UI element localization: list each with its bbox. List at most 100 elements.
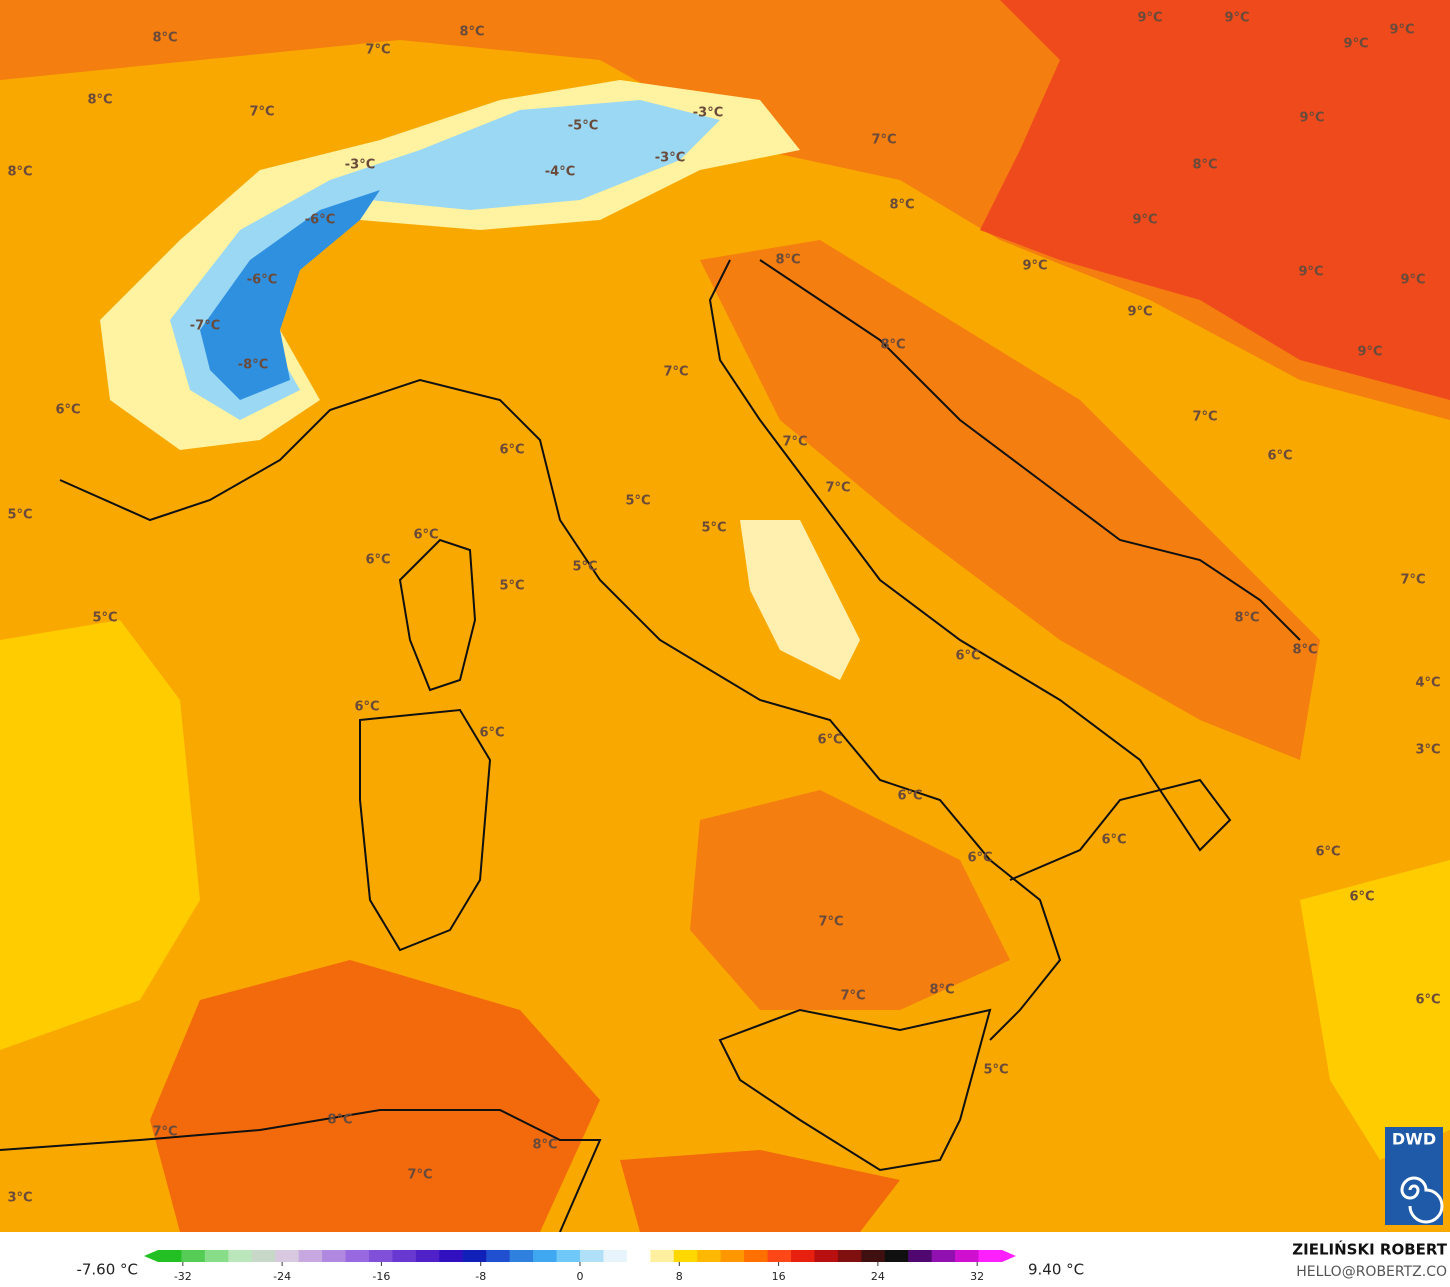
cool-area	[0, 620, 200, 1050]
colorbar-segment	[837, 1250, 862, 1262]
colorbar-segment	[251, 1250, 276, 1262]
temperature-label: 7°C	[1192, 410, 1217, 425]
temperature-label: 9°C	[1137, 11, 1162, 26]
temperature-label: 5°C	[572, 560, 597, 575]
contact: HELLO@ROBERTZ.CO	[1296, 1264, 1447, 1280]
temperature-label: 5°C	[625, 494, 650, 509]
temperature-label: 8°C	[152, 31, 177, 46]
mountain-area	[740, 520, 860, 680]
colorbar-tick-label: 24	[871, 1270, 885, 1283]
temperature-label: 6°C	[354, 700, 379, 715]
map-labels: 8°C 7°C 8°C 8°C 7°C 8°C -3°C -5°C -4°C -3°C -3°C 7°…	[7, 11, 1440, 1206]
colorbar-segment	[650, 1250, 675, 1262]
colorbar-segment	[955, 1250, 980, 1262]
temperature-label: 7°C	[871, 133, 896, 148]
colorbar-segment	[415, 1250, 440, 1262]
temperature-label: 7°C	[663, 365, 688, 380]
temperature-label: 8°C	[7, 165, 32, 180]
temperature-label: 6°C	[817, 733, 842, 748]
colorbar-segment	[744, 1250, 769, 1262]
warm-area	[690, 790, 1010, 1010]
temperature-label: 8°C	[1292, 643, 1317, 658]
temperature-label: 9°C	[1400, 273, 1425, 288]
temperature-label: -3°C	[655, 151, 685, 166]
colorbar-segment	[369, 1250, 393, 1262]
temperature-label: 7°C	[818, 915, 843, 930]
temperature-label: 9°C	[1299, 111, 1324, 126]
colorbar-segment	[439, 1250, 464, 1262]
colorbar-segment	[298, 1250, 323, 1262]
colorbar-segment	[228, 1250, 253, 1262]
colorbar-segment	[767, 1250, 792, 1262]
colorbar-segment	[814, 1250, 839, 1262]
temperature-label: 6°C	[1101, 833, 1126, 848]
colorbar-segment	[884, 1250, 909, 1262]
temperature-label: 9°C	[1127, 305, 1152, 320]
colorbar: -32 -24 -16 -8 0 8 16 24 32	[144, 1250, 1016, 1283]
colorbar-tick-label: 8	[676, 1270, 683, 1283]
colorbar-segment	[533, 1250, 558, 1262]
warm-area	[150, 960, 600, 1232]
temperature-label: 6°C	[1315, 845, 1340, 860]
colorbar-segment	[462, 1250, 487, 1262]
temperature-label: 8°C	[880, 338, 905, 353]
temperature-label: 6°C	[897, 789, 922, 804]
temperature-label: 7°C	[782, 435, 807, 450]
temperature-label: 8°C	[1192, 158, 1217, 173]
temperature-label: 8°C	[889, 198, 914, 213]
logo-text: DWD	[1392, 1130, 1436, 1149]
temperature-label: 7°C	[365, 43, 390, 58]
temperature-label: 9°C	[1022, 259, 1047, 274]
temperature-label: 8°C	[775, 253, 800, 268]
colorbar-segment	[509, 1250, 534, 1262]
colorbar-segment	[603, 1250, 628, 1262]
colorbar-tick-label: -24	[273, 1270, 291, 1283]
warm-area	[700, 240, 1320, 760]
colorbar-segment	[158, 1250, 182, 1262]
colorbar-segment	[697, 1250, 722, 1262]
max-label: 9.40 °C	[1028, 1261, 1084, 1279]
temperature-label: 5°C	[983, 1063, 1008, 1078]
logo-spiral	[1400, 1176, 1444, 1224]
temperature-label: 9°C	[1389, 23, 1414, 38]
colorbar-segment	[580, 1250, 604, 1262]
colorbar-tick-label: 16	[772, 1270, 786, 1283]
temperature-label: -8°C	[238, 358, 268, 373]
temperature-label: 8°C	[929, 983, 954, 998]
warm-area	[620, 1150, 900, 1232]
colorbar-tick-label: 32	[970, 1270, 984, 1283]
temperature-label: 7°C	[840, 989, 865, 1004]
temperature-label: 6°C	[1415, 993, 1440, 1008]
colorbar-tick-label: -32	[174, 1270, 192, 1283]
temperature-label: -5°C	[568, 119, 598, 134]
temperature-label: 8°C	[532, 1138, 557, 1153]
temperature-label: 3°C	[7, 1191, 32, 1206]
temperature-label: 7°C	[1400, 573, 1425, 588]
temperature-label: 6°C	[1349, 890, 1374, 905]
temperature-label: 6°C	[1267, 449, 1292, 464]
temperature-label: 6°C	[955, 649, 980, 664]
temperature-label: 9°C	[1343, 37, 1368, 52]
min-label: -7.60 °C	[76, 1261, 138, 1279]
temperature-label: 8°C	[459, 25, 484, 40]
colorbar-arrow	[144, 1250, 158, 1262]
temperature-label: 5°C	[499, 579, 524, 594]
colorbar-tick-label: 0	[577, 1270, 584, 1283]
colorbar-segment	[486, 1250, 511, 1262]
temperature-label: 4°C	[1415, 676, 1440, 691]
cool-area	[1300, 860, 1450, 1160]
colorbar-segment	[720, 1250, 745, 1262]
colorbar-segment	[556, 1250, 581, 1262]
colorbar-segment	[861, 1250, 886, 1262]
temperature-label: 6°C	[413, 528, 438, 543]
colorbar-segment	[908, 1250, 933, 1262]
temperature-label: 5°C	[7, 508, 32, 523]
temperature-label: 5°C	[701, 521, 726, 536]
temperature-label: 6°C	[499, 443, 524, 458]
temperature-label: 6°C	[55, 403, 80, 418]
temperature-label: -4°C	[545, 165, 575, 180]
temperature-label: 7°C	[249, 105, 274, 120]
colorbar-segment	[978, 1250, 1003, 1262]
temperature-label: 9°C	[1132, 213, 1157, 228]
coastlines	[0, 259, 1301, 1233]
